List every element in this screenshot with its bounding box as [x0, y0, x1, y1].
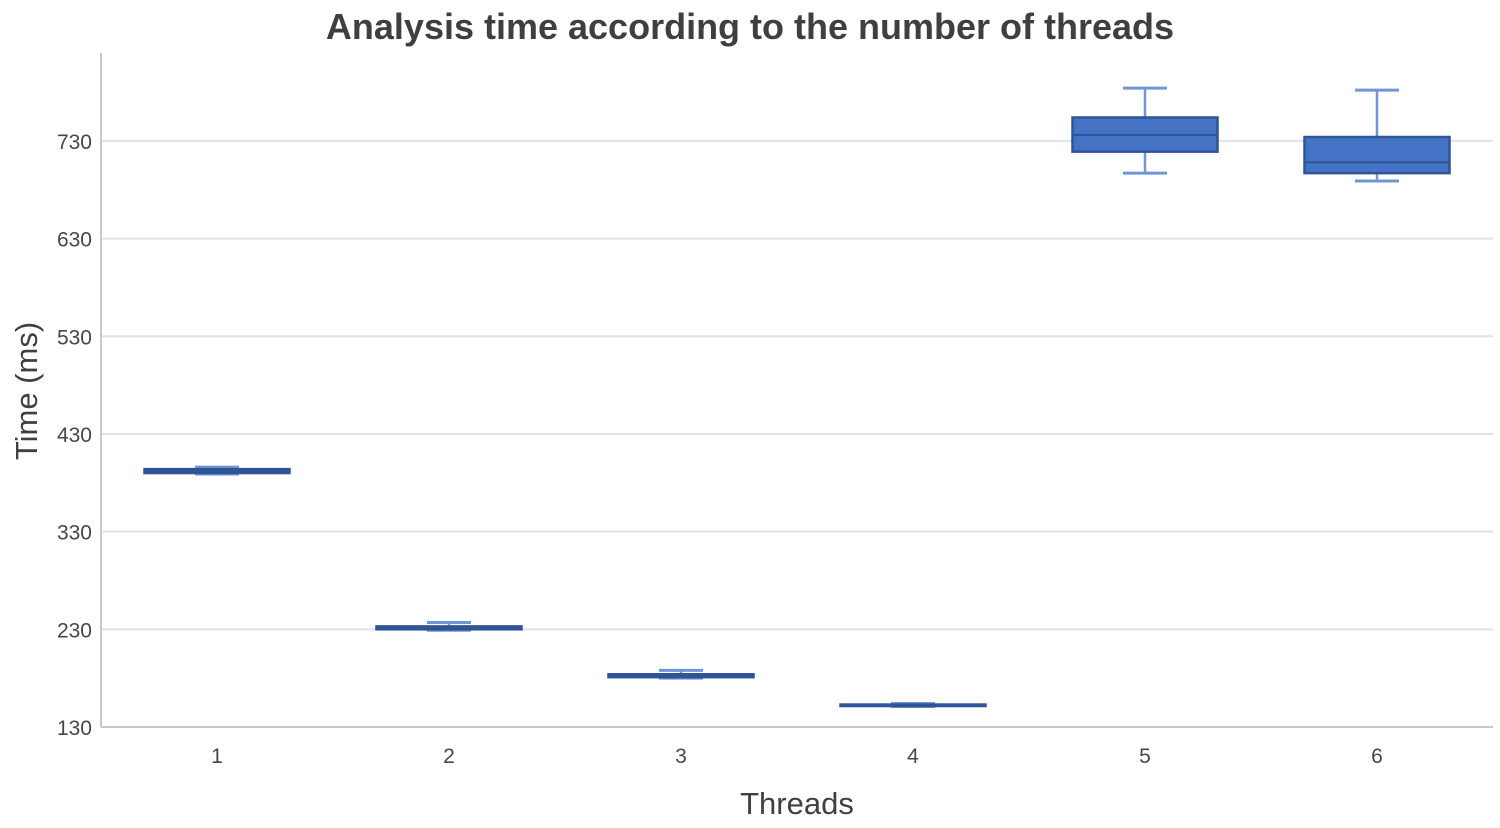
x-category-label: 3	[675, 745, 687, 768]
boxplot-thread-4	[839, 702, 987, 708]
boxplot-thread-2	[375, 620, 523, 632]
x-category-label: 5	[1139, 745, 1151, 768]
y-tick-label: 430	[57, 424, 92, 447]
y-tick-label: 630	[57, 229, 92, 252]
boxplot-thread-3	[607, 668, 755, 680]
boxplot-thread-6	[1303, 88, 1451, 183]
y-tick-label: 730	[57, 131, 92, 154]
x-category-label: 4	[907, 745, 919, 768]
y-tick-labels: 130 230 330 430 530 630 730	[57, 131, 92, 740]
iqr-box	[1303, 135, 1451, 175]
x-axis-title: Threads	[740, 786, 854, 821]
x-category-label: 2	[443, 745, 455, 768]
x-category-label: 6	[1371, 745, 1383, 768]
x-category-labels: 1 2 3 4 5 6	[211, 745, 1383, 768]
gridlines	[101, 139, 1493, 631]
y-tick-label: 230	[57, 619, 92, 642]
x-category-label: 1	[211, 745, 223, 768]
boxplot-thread-5	[1071, 86, 1219, 175]
y-tick-label: 130	[57, 717, 92, 740]
boxplot-thread-1	[143, 465, 291, 476]
axes	[100, 53, 1493, 728]
y-tick-label: 530	[57, 326, 92, 349]
chart-title: Analysis time according to the number of…	[325, 6, 1175, 47]
y-tick-label: 330	[57, 522, 92, 545]
